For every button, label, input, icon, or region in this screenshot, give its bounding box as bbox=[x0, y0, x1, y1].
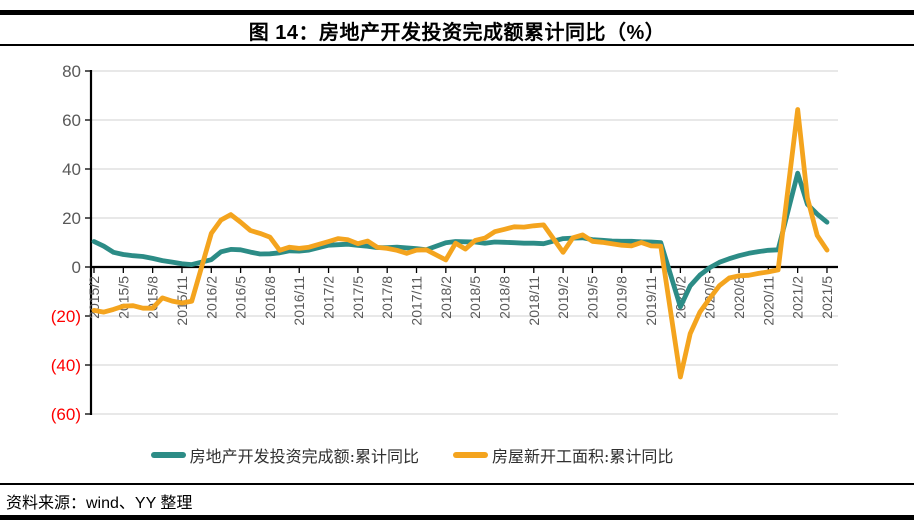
svg-text:2019/11: 2019/11 bbox=[643, 276, 659, 326]
svg-text:2020/8: 2020/8 bbox=[731, 276, 747, 319]
line-chart: 80 60 40 20 0 (20) (40) (60) 2015/2 2015/5 2015/8 2… bbox=[51, 62, 838, 424]
svg-text:2016/5: 2016/5 bbox=[233, 276, 249, 319]
svg-text:2016/11: 2016/11 bbox=[291, 276, 307, 326]
svg-text:2018/11: 2018/11 bbox=[526, 276, 542, 326]
svg-text:2018/8: 2018/8 bbox=[496, 276, 512, 319]
top-thick-rule bbox=[0, 10, 914, 15]
title-divider-rule bbox=[0, 44, 914, 46]
svg-text:40: 40 bbox=[62, 160, 81, 179]
legend-item-investment: 房地产开发投资完成额:累计同比 bbox=[150, 443, 419, 467]
svg-text:20: 20 bbox=[62, 209, 81, 228]
svg-text:2016/8: 2016/8 bbox=[262, 276, 278, 319]
legend-label-new-starts: 房屋新开工面积:累计同比 bbox=[492, 447, 674, 466]
new-starts-line-swatch bbox=[453, 452, 488, 458]
svg-text:2016/2: 2016/2 bbox=[203, 276, 219, 319]
svg-text:2017/2: 2017/2 bbox=[321, 276, 337, 319]
data-source-text: 资料来源：wind、YY 整理 bbox=[6, 495, 193, 512]
svg-text:2019/2: 2019/2 bbox=[555, 276, 571, 319]
legend-item-new-starts: 房屋新开工面积:累计同比 bbox=[453, 443, 673, 467]
footer-top-rule bbox=[0, 483, 914, 485]
svg-text:2015/5: 2015/5 bbox=[115, 276, 131, 319]
svg-text:2017/8: 2017/8 bbox=[379, 276, 395, 319]
svg-text:2019/8: 2019/8 bbox=[614, 276, 630, 319]
investment-line-swatch bbox=[150, 452, 186, 458]
svg-text:2015/8: 2015/8 bbox=[145, 276, 161, 319]
svg-text:(60): (60) bbox=[51, 405, 81, 424]
svg-text:2018/5: 2018/5 bbox=[467, 276, 483, 319]
svg-text:(40): (40) bbox=[51, 356, 81, 375]
svg-text:2018/2: 2018/2 bbox=[438, 276, 454, 319]
svg-text:2019/5: 2019/5 bbox=[584, 276, 600, 319]
svg-text:(20): (20) bbox=[51, 307, 81, 326]
svg-text:80: 80 bbox=[62, 62, 81, 81]
svg-text:2017/11: 2017/11 bbox=[409, 276, 425, 326]
svg-text:2021/2: 2021/2 bbox=[790, 276, 806, 319]
svg-text:0: 0 bbox=[72, 258, 81, 277]
svg-text:2015/2: 2015/2 bbox=[86, 276, 102, 319]
legend-label-investment: 房地产开发投资完成额:累计同比 bbox=[189, 447, 419, 466]
footer-bottom-rule bbox=[0, 515, 914, 520]
svg-text:2020/11: 2020/11 bbox=[760, 276, 776, 326]
svg-text:2021/5: 2021/5 bbox=[819, 276, 835, 319]
chart-title: 图 14：房地产开发投资完成额累计同比（%） bbox=[248, 22, 666, 44]
svg-text:60: 60 bbox=[62, 111, 81, 130]
svg-text:2017/5: 2017/5 bbox=[350, 276, 366, 319]
chart-legend: 房地产开发投资完成额:累计同比 房屋新开工面积:累计同比 bbox=[0, 444, 869, 466]
